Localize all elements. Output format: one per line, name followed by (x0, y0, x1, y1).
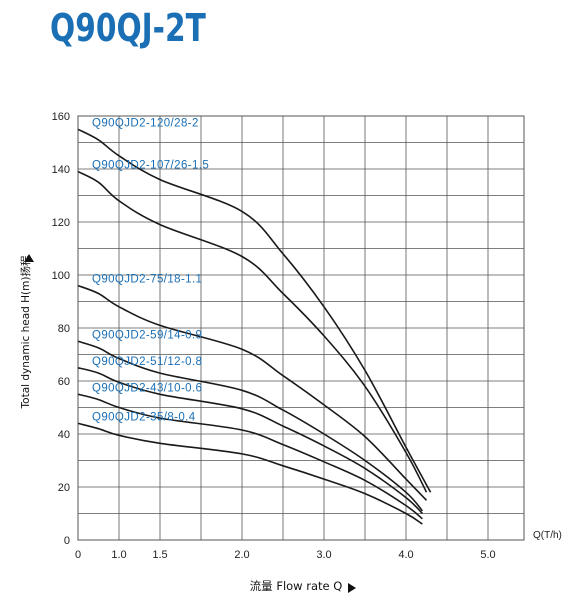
chart-grid (77, 115, 525, 541)
y-tick-label: 120 (52, 217, 70, 229)
series-line-1 (77, 128, 432, 493)
y-tick-label: 100 (52, 270, 70, 282)
curve-layer (77, 128, 432, 525)
x-tick-label: 0 (75, 549, 81, 561)
series-label-2: Q90QJD2-107/26-1.5 (92, 160, 209, 172)
chart-axes: 0 20 40 60 80 100 120 140 160 0 1.0 1.5 2.0 3.0 4.0 5.0… (19, 111, 562, 593)
x-tick-label: 3.0 (316, 549, 331, 561)
series-line-6 (77, 393, 423, 520)
series-line-5 (77, 367, 423, 515)
series-label-3: Q90QJD2-75/18-1.1 (92, 274, 202, 286)
page-title: Q90QJ-2T (50, 6, 206, 50)
series-label-7: Q90QJD2-35/8-0.4 (92, 411, 196, 423)
x-axis-title: 流量 Flow rate Q (250, 579, 343, 593)
series-line-4 (77, 340, 424, 512)
series-label-6: Q90QJD2-43/10-0.6 (92, 382, 202, 394)
curve-label-layer: Q90QJD2-120/28-2 Q90QJD2-107/26-1.5 Q90QJD… (92, 117, 209, 423)
series-line-7 (77, 422, 423, 525)
x-tick-label: 1.0 (111, 549, 126, 561)
series-label-5: Q90QJD2-51/12-0.8 (92, 356, 202, 368)
y-axis-title: Total dynamic head H(m)扬程 (19, 255, 32, 409)
series-line-3 (77, 284, 428, 501)
y-tick-label: 80 (58, 323, 70, 335)
x-tick-label: 5.0 (480, 549, 495, 561)
y-tick-label: 60 (58, 376, 70, 388)
series-label-4: Q90QJD2-59/14-0.9 (92, 329, 202, 341)
x-unit-label: Q(T/h) (533, 530, 562, 541)
y-tick-label: 20 (58, 482, 70, 494)
x-tick-label: 2.0 (234, 549, 249, 561)
y-tick-label: 160 (52, 111, 70, 123)
x-tick-label: 4.0 (398, 549, 413, 561)
x-axis-arrow-icon (348, 583, 356, 593)
y-axis-arrow-icon (24, 254, 34, 262)
y-tick-label: 40 (58, 429, 70, 441)
series-label-1: Q90QJD2-120/28-2 (92, 117, 199, 129)
y-tick-label: 0 (64, 535, 70, 547)
y-tick-label: 140 (52, 164, 70, 176)
series-line-2 (77, 170, 428, 493)
x-tick-label: 1.5 (152, 549, 167, 561)
